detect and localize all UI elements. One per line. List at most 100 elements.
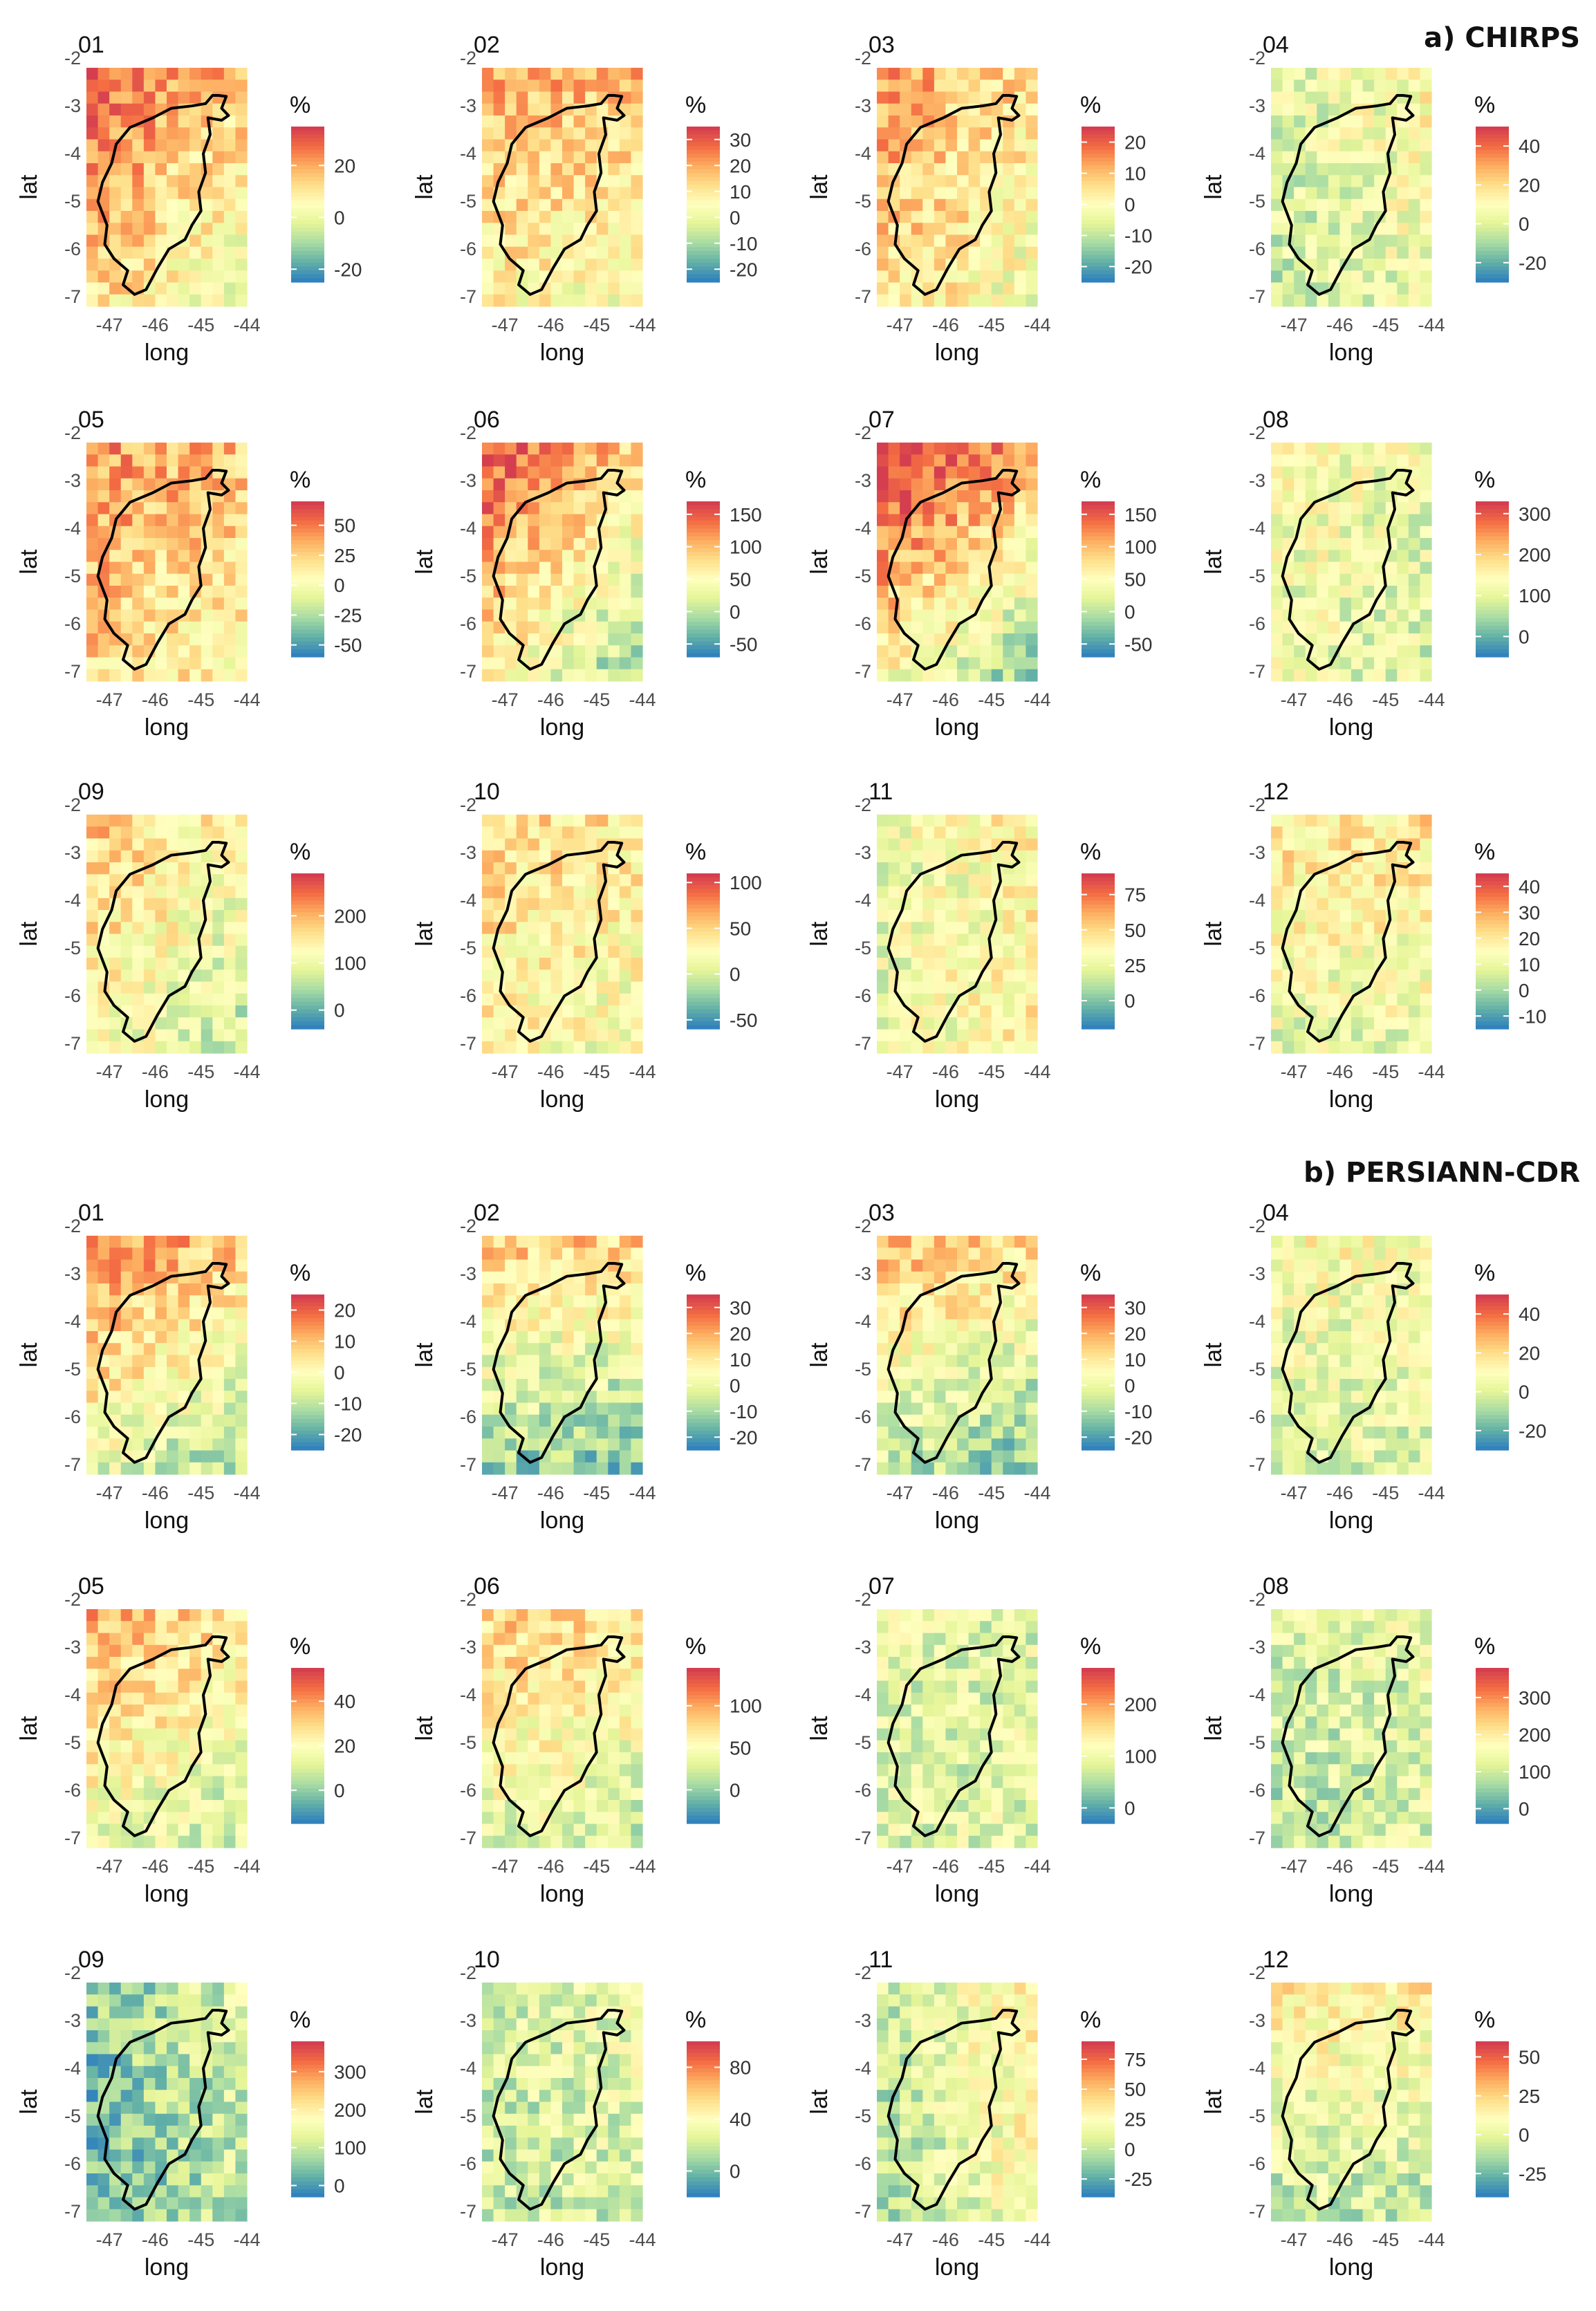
map-panel-chirps-04: 04-47 -46 -45 -44-2-3-4-5-6-7longlat%40200-…	[1200, 32, 1546, 366]
heatmap-cell	[120, 1379, 133, 1391]
heatmap-cell	[957, 645, 969, 658]
y-tick-label: -7	[460, 286, 476, 307]
heatmap-cell	[619, 1414, 632, 1427]
heatmap-cell	[945, 211, 958, 223]
heatmap-cell	[1282, 151, 1295, 164]
heatmap-cell	[201, 223, 213, 236]
heatmap-cell	[991, 103, 1003, 116]
colorbar-tick-label: 0	[730, 1375, 741, 1396]
heatmap-cell	[1282, 282, 1295, 295]
heatmap-cell	[528, 1017, 540, 1030]
colorbar-swatch	[1082, 239, 1115, 244]
heatmap-cell	[201, 1379, 213, 1391]
colorbar-swatch	[291, 1025, 324, 1030]
heatmap-cell	[1397, 550, 1409, 563]
heatmap-cell	[1305, 969, 1317, 983]
heatmap-cell	[528, 633, 540, 646]
heatmap-cell	[911, 550, 923, 563]
heatmap-cell	[550, 198, 563, 212]
heatmap-cell	[980, 246, 992, 259]
heatmap-cell	[189, 490, 202, 503]
heatmap-cell	[167, 223, 179, 236]
x-tick-label: -47	[96, 689, 123, 710]
heatmap-cell	[922, 198, 935, 212]
colorbar-swatch	[1476, 192, 1509, 197]
heatmap-cell	[493, 127, 505, 140]
heatmap-cell	[550, 1295, 563, 1308]
colorbar-swatch	[687, 134, 720, 139]
heatmap-cell	[980, 945, 992, 958]
heatmap-cell	[1305, 1041, 1317, 1054]
heatmap-cell	[505, 597, 517, 611]
colorbar-swatch	[291, 881, 324, 886]
heatmap-cell	[178, 68, 190, 80]
heatmap-cell	[1351, 898, 1364, 911]
heatmap-cell	[528, 826, 540, 839]
basin-outline	[1281, 94, 1415, 296]
heatmap-cell	[1317, 573, 1329, 586]
heatmap-cell	[505, 175, 517, 188]
heatmap-cell	[1026, 187, 1038, 200]
heatmap-cell	[900, 294, 912, 307]
heatmap-cell	[1328, 969, 1341, 983]
y-tick-label: -4	[1249, 518, 1265, 539]
y-tick-label: -3	[855, 470, 871, 491]
heatmap-cell	[968, 561, 981, 575]
colorbar-swatch	[291, 951, 324, 956]
heatmap-cell	[1317, 1017, 1329, 1030]
heatmap-cell	[968, 502, 981, 515]
heatmap-cell	[1420, 826, 1432, 839]
heatmap-cell	[132, 1462, 145, 1475]
heatmap-cell	[493, 657, 505, 670]
colorbar-swatch	[687, 970, 720, 975]
colorbar-swatch	[291, 884, 324, 890]
colorbar-swatch	[687, 1384, 720, 1389]
heatmap-cell	[155, 1247, 167, 1261]
heatmap-cell	[120, 609, 133, 622]
heatmap-cell	[109, 68, 122, 80]
heatmap-cell	[516, 478, 528, 491]
heatmap-cell	[98, 1295, 110, 1308]
heatmap-cell	[968, 826, 981, 839]
colorbar-tick-label: 100	[1124, 537, 1157, 558]
colorbar-swatch	[1082, 173, 1115, 178]
colorbar-swatch	[1082, 216, 1115, 221]
colorbar-swatch	[291, 1403, 324, 1408]
heatmap-cell	[1271, 246, 1283, 259]
heatmap-cell	[550, 163, 563, 176]
colorbar-swatch	[1476, 254, 1509, 259]
heatmap-cell	[934, 246, 947, 259]
heatmap-cell	[223, 945, 236, 958]
heatmap-cell	[888, 514, 900, 527]
heatmap-cell	[562, 187, 575, 200]
heatmap-cell	[1408, 514, 1421, 527]
heatmap-cell	[1014, 80, 1027, 93]
heatmap-cell	[178, 1414, 190, 1427]
colorbar-tick-label: 10	[1124, 163, 1146, 185]
heatmap-cell	[1003, 538, 1015, 550]
heatmap-cell	[482, 1427, 494, 1439]
colorbar-swatch	[687, 649, 720, 653]
heatmap-cell	[585, 526, 597, 539]
heatmap-cell	[1014, 259, 1027, 271]
heatmap-cell	[573, 993, 586, 1006]
heatmap-cell	[900, 80, 912, 93]
heatmap-cell	[1408, 223, 1421, 236]
heatmap-cell	[1339, 1029, 1352, 1042]
heatmap-cell	[528, 922, 540, 935]
heatmap-cell	[877, 115, 889, 128]
heatmap-cell	[167, 1247, 179, 1261]
heatmap-cell	[1003, 958, 1015, 970]
heatmap-cell	[980, 550, 992, 563]
colorbar-swatch	[291, 653, 324, 658]
heatmap-cell	[493, 633, 505, 646]
heatmap-cell	[86, 1438, 99, 1451]
heatmap-cell	[223, 466, 236, 479]
heatmap-cell	[911, 175, 923, 188]
heatmap-cell	[945, 826, 958, 839]
heatmap-cell	[528, 1414, 540, 1427]
heatmap-cell	[1339, 151, 1352, 164]
colorbar-swatch	[687, 591, 720, 595]
heatmap-cell	[1003, 443, 1015, 455]
heatmap-cell	[1003, 609, 1015, 622]
